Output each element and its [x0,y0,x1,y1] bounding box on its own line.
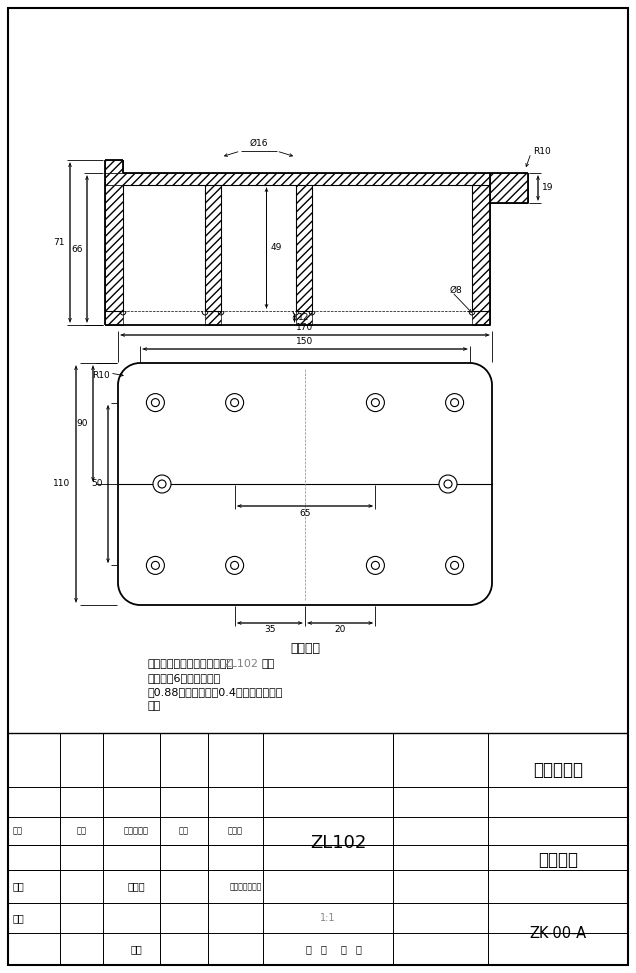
Circle shape [446,557,464,574]
Text: 110: 110 [53,480,70,488]
Text: 此零件为罩壳类零件，材料才: 此零件为罩壳类零件，材料才 [148,659,234,669]
Circle shape [446,394,464,412]
Circle shape [371,399,380,407]
Circle shape [439,475,457,493]
Circle shape [450,399,459,407]
Circle shape [450,561,459,569]
Text: 标记: 标记 [13,826,23,836]
Text: 更改文件号: 更改文件号 [124,826,149,836]
Circle shape [231,561,238,569]
Text: 张: 张 [320,944,326,954]
Text: 90: 90 [76,419,88,428]
Circle shape [366,557,384,574]
Bar [296,185,312,311]
Text: 签名: 签名 [179,826,189,836]
Text: 170: 170 [296,323,314,333]
Circle shape [226,557,244,574]
Text: 张: 张 [355,944,361,954]
Circle shape [146,394,164,412]
Text: 阶段标识量比例: 阶段标识量比例 [230,882,261,891]
Circle shape [444,480,452,488]
Text: Ø8: Ø8 [450,285,463,295]
Circle shape [226,394,244,412]
Text: R10: R10 [533,147,551,156]
Text: 66: 66 [71,244,83,254]
Text: 技术要求: 技术要求 [290,641,320,655]
Text: ZL102: ZL102 [310,835,366,852]
Bar [105,185,123,311]
Text: 49: 49 [271,243,282,253]
Text: 12: 12 [298,313,309,322]
Bar [205,185,221,311]
Text: 1:1: 1:1 [321,913,336,923]
Circle shape [153,475,171,493]
Text: 20: 20 [335,626,346,634]
Bar [472,311,490,325]
Circle shape [151,561,160,569]
Text: 年月日: 年月日 [228,826,243,836]
Bar [296,311,312,325]
Text: 50: 50 [92,480,103,488]
Text: 为0.88，形位公差为0.4。不进行其他加: 为0.88，形位公差为0.4。不进行其他加 [148,687,284,697]
Circle shape [366,394,384,412]
Text: Ø16: Ø16 [249,138,268,148]
Text: 共: 共 [305,944,311,954]
Bar [105,311,123,325]
Text: 罩壳零件: 罩壳零件 [538,851,578,869]
Text: 工。: 工。 [148,701,162,711]
Circle shape [158,480,166,488]
Text: 第: 第 [340,944,346,954]
Bar [472,185,490,311]
Text: 19: 19 [543,184,554,193]
Circle shape [231,399,238,407]
Text: 设计: 设计 [13,882,25,891]
Text: 处数: 处数 [76,826,86,836]
Text: 审核: 审核 [13,913,25,923]
Circle shape [151,399,160,407]
Circle shape [146,557,164,574]
Text: 交通大学理: 交通大学理 [533,761,583,779]
Text: R10: R10 [92,371,110,379]
Text: 面精度为6级，尺寸公差: 面精度为6级，尺寸公差 [148,673,221,683]
Bar [205,311,221,325]
Text: ZK-00-A: ZK-00-A [529,926,586,942]
Text: 71: 71 [53,238,65,247]
Bar [105,173,490,185]
Text: 标准化: 标准化 [128,882,145,891]
Text: ，表: ，表 [261,659,275,669]
Circle shape [371,561,380,569]
Text: 150: 150 [296,338,314,346]
Text: 35: 35 [264,626,275,634]
Text: 65: 65 [300,509,311,518]
Bar [105,160,123,173]
Bar [490,173,528,203]
Text: 批准: 批准 [130,944,142,954]
Text: ZL102: ZL102 [224,659,259,669]
